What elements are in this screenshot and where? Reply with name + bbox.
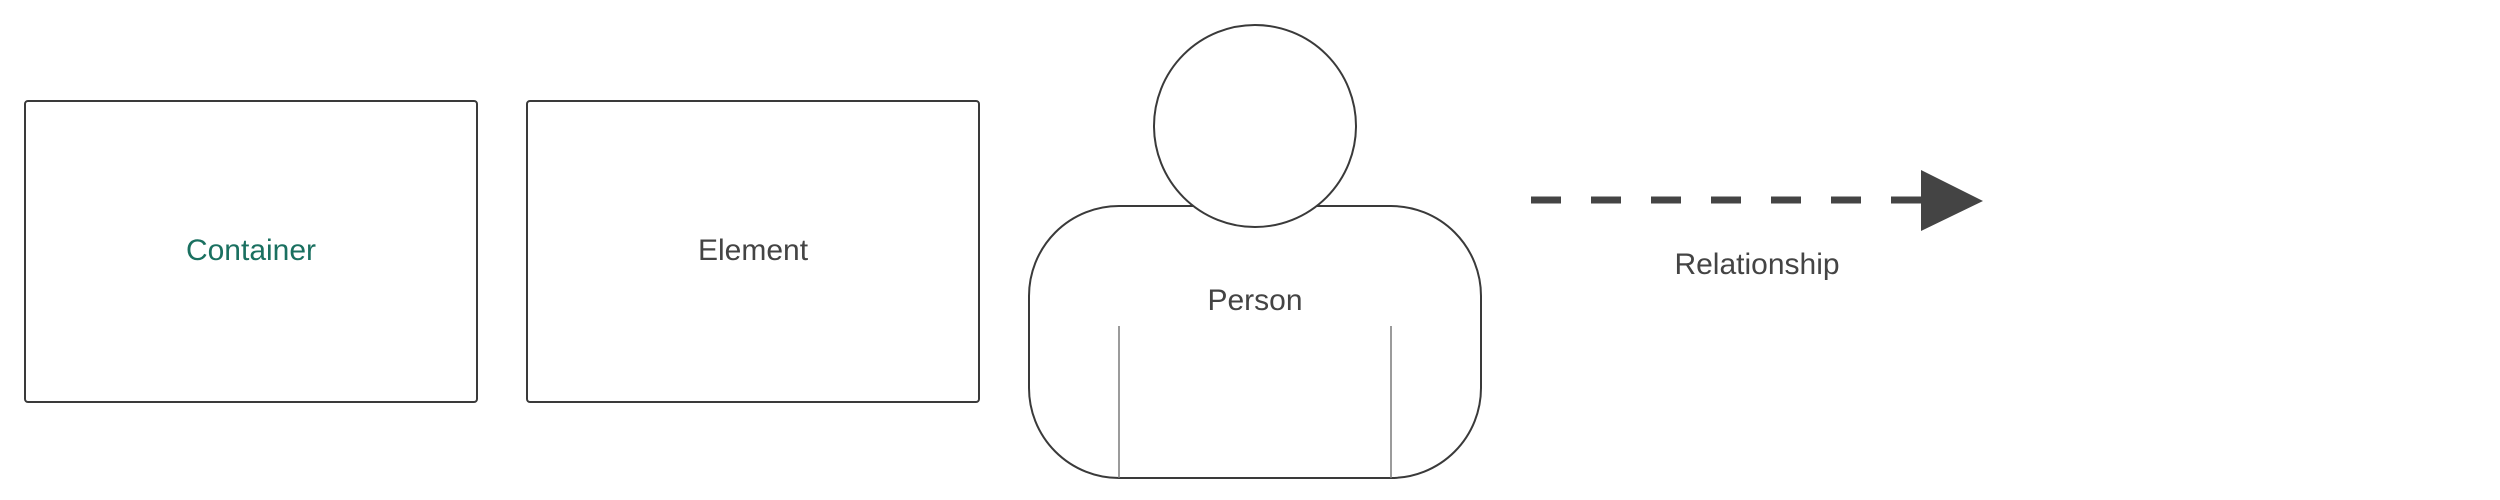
- person-body: [1028, 205, 1482, 479]
- person-head: [1153, 24, 1357, 228]
- element-legend-item[interactable]: Element: [526, 100, 980, 403]
- container-legend-item[interactable]: Container: [24, 100, 478, 403]
- element-label: Element: [698, 234, 809, 267]
- person-label: Person: [1207, 284, 1302, 317]
- element-box: [526, 100, 980, 403]
- container-label: Container: [186, 234, 316, 267]
- relationship-legend-item[interactable]: Relationship: [1531, 170, 1983, 281]
- relationship-label: Relationship: [1674, 248, 1839, 281]
- person-legend-item[interactable]: Person: [1028, 24, 1482, 479]
- container-box: [24, 100, 478, 403]
- relationship-arrowhead: [1921, 170, 1983, 231]
